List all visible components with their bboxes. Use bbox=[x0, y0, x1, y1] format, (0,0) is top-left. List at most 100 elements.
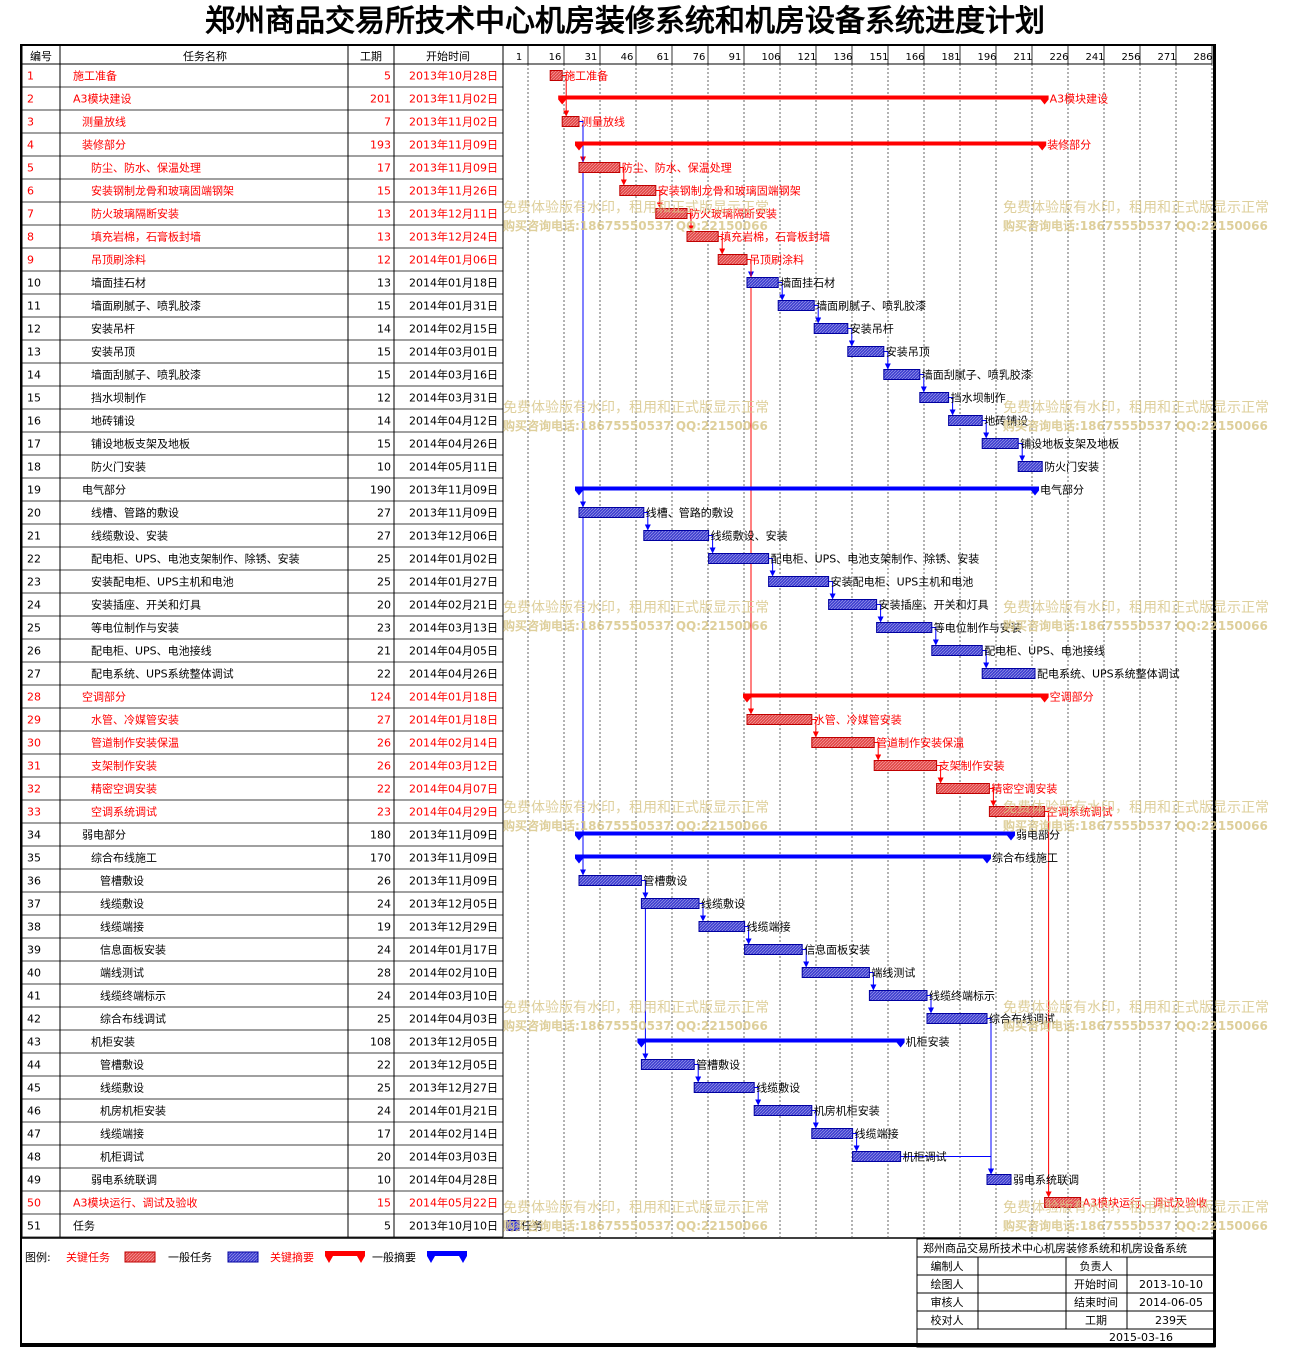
table-row: 15 挡水坝制作 12 2014年03月31日 bbox=[27, 391, 498, 405]
task-duration: 7 bbox=[384, 116, 391, 129]
dependency-link bbox=[1018, 443, 1026, 462]
task-name: 防火玻璃隔断安装 bbox=[91, 207, 179, 221]
task-id: 42 bbox=[27, 1013, 41, 1026]
task-name: 任务 bbox=[73, 1220, 95, 1233]
task-id: 32 bbox=[27, 783, 41, 796]
task-id: 4 bbox=[27, 139, 34, 152]
bar-label: 防尘、防水、保温处理 bbox=[622, 161, 732, 175]
bar-label: 线缆终端标示 bbox=[929, 989, 995, 1003]
table-row: 1 施工准备 5 2013年10月28日 bbox=[27, 69, 498, 83]
bar-label: 管槽敷设 bbox=[643, 874, 687, 888]
task-start: 2014年03月03日 bbox=[409, 1150, 498, 1164]
task-bar bbox=[919, 392, 950, 403]
summary-bar bbox=[575, 141, 1047, 151]
table-row: 40 端线测试 28 2014年02月10日 bbox=[27, 966, 498, 980]
summary-bar bbox=[575, 831, 1015, 841]
dependency-link bbox=[900, 1156, 994, 1175]
watermark-line1: 免费体验版有水印，租用和正式版显示正常 bbox=[503, 1200, 769, 1216]
bar-label: 装修部分 bbox=[1047, 138, 1091, 152]
bar-label: 机柜安装 bbox=[906, 1035, 950, 1049]
task-id: 23 bbox=[27, 576, 41, 589]
task-name: 综合布线调试 bbox=[100, 1012, 166, 1026]
watermark-line1: 免费体验版有水印，租用和正式版显示正常 bbox=[503, 600, 769, 616]
table-row: 4 装修部分 193 2013年11月09日 bbox=[27, 138, 498, 152]
dependency-link bbox=[699, 903, 706, 922]
dependency-link bbox=[619, 167, 627, 186]
task-name: 安装吊顶 bbox=[91, 345, 135, 359]
tick-label: 286 bbox=[1193, 52, 1212, 63]
task-duration: 19 bbox=[377, 921, 391, 934]
task-duration: 13 bbox=[377, 208, 391, 221]
task-start: 2014年02月10日 bbox=[409, 966, 498, 980]
task-duration: 15 bbox=[377, 369, 391, 382]
dependency-link bbox=[876, 604, 884, 623]
task-name: 安装配电柜、UPS主机和电池 bbox=[91, 575, 234, 589]
dependency-link bbox=[768, 558, 776, 577]
task-duration: 25 bbox=[377, 553, 391, 566]
task-duration: 25 bbox=[377, 576, 391, 589]
task-start: 2014年01月27日 bbox=[409, 575, 498, 589]
legend: 图例: 关键任务 一般任务 关键摘要 一般摘要 bbox=[25, 1250, 467, 1264]
task-start: 2013年12月24日 bbox=[409, 230, 498, 244]
task-start: 2014年04月26日 bbox=[409, 667, 498, 681]
task-name: 线缆端接 bbox=[100, 920, 144, 934]
task-start: 2013年11月26日 bbox=[409, 184, 498, 198]
task-id: 10 bbox=[27, 277, 41, 290]
task-name: 配电柜、UPS、电池接线 bbox=[91, 644, 212, 658]
table-row: 49 弱电系统联调 10 2014年04月28日 bbox=[27, 1173, 498, 1187]
table-row: 7 防火玻璃隔断安装 13 2013年12月11日 bbox=[27, 207, 498, 221]
task-name: 安装吊杆 bbox=[91, 322, 135, 336]
watermark-line2: 购买咨询电话:18675550537 QQ:22150066 bbox=[1003, 418, 1268, 433]
task-start: 2013年11月09日 bbox=[409, 138, 498, 152]
task-start: 2013年12月05日 bbox=[409, 897, 498, 911]
task-duration: 24 bbox=[377, 990, 391, 1003]
task-bar bbox=[744, 944, 803, 955]
task-id: 44 bbox=[27, 1059, 41, 1072]
column-header-start: 开始时间 bbox=[426, 49, 470, 63]
task-id: 14 bbox=[27, 369, 41, 382]
task-bar bbox=[926, 1013, 988, 1024]
table-row: 33 空调系统调试 23 2014年04月29日 bbox=[27, 805, 498, 819]
tick-label: 241 bbox=[1085, 52, 1104, 63]
dependency-link bbox=[643, 512, 651, 531]
task-name: 管道制作安装保温 bbox=[91, 736, 179, 750]
bar-label: 吊顶刷涂料 bbox=[749, 253, 804, 267]
watermark-line1: 免费体验版有水印，租用和正式版显示正常 bbox=[1003, 200, 1269, 216]
task-bar bbox=[619, 185, 657, 196]
table-row: 39 信息面板安装 24 2014年01月17日 bbox=[27, 943, 498, 957]
task-id: 36 bbox=[27, 875, 41, 888]
tick-label: 181 bbox=[941, 52, 960, 63]
legend-critical-task-swatch bbox=[124, 1251, 156, 1263]
table-row: 12 安装吊杆 14 2014年02月15日 bbox=[27, 322, 498, 336]
legend-label: 图例: bbox=[25, 1250, 51, 1264]
task-bar bbox=[717, 254, 748, 265]
task-name: 挡水坝制作 bbox=[91, 391, 146, 405]
task-name: 等电位制作与安装 bbox=[91, 621, 179, 635]
table-row: 44 管槽敷设 22 2013年12月05日 bbox=[27, 1058, 498, 1072]
table-row: 50 A3模块运行、调试及验收 15 2014年05月22日 bbox=[27, 1196, 498, 1210]
task-duration: 21 bbox=[377, 645, 391, 658]
tick-label: 136 bbox=[833, 52, 852, 63]
dependency-link bbox=[982, 650, 990, 669]
task-name: 防火门安装 bbox=[91, 460, 146, 474]
watermark-line2: 购买咨询电话:18675550537 QQ:22150066 bbox=[503, 618, 768, 633]
task-duration: 20 bbox=[377, 1151, 391, 1164]
bar-label: 铺设地板支架及地板 bbox=[1020, 437, 1119, 451]
task-start: 2014年01月17日 bbox=[409, 943, 498, 957]
task-bar bbox=[549, 70, 563, 81]
page-title: 郑州商品交易所技术中心机房装修系统和机房设备系统进度计划 bbox=[205, 4, 1045, 39]
task-duration: 10 bbox=[377, 1174, 391, 1187]
dependency-link bbox=[687, 213, 694, 232]
task-duration: 27 bbox=[377, 507, 391, 520]
task-name: 综合布线施工 bbox=[91, 851, 157, 865]
task-id: 27 bbox=[27, 668, 41, 681]
table-row: 45 线缆敷设 25 2013年12月27日 bbox=[27, 1081, 498, 1095]
bar-label: 地砖铺设 bbox=[984, 414, 1028, 428]
task-id: 9 bbox=[27, 254, 34, 267]
table-row: 37 线缆敷设 24 2013年12月05日 bbox=[27, 897, 498, 911]
dependency-link bbox=[948, 397, 956, 416]
task-name: A3模块建设 bbox=[73, 92, 132, 106]
task-bar bbox=[746, 714, 813, 725]
task-id: 8 bbox=[27, 231, 34, 244]
dependency-link bbox=[883, 351, 891, 370]
